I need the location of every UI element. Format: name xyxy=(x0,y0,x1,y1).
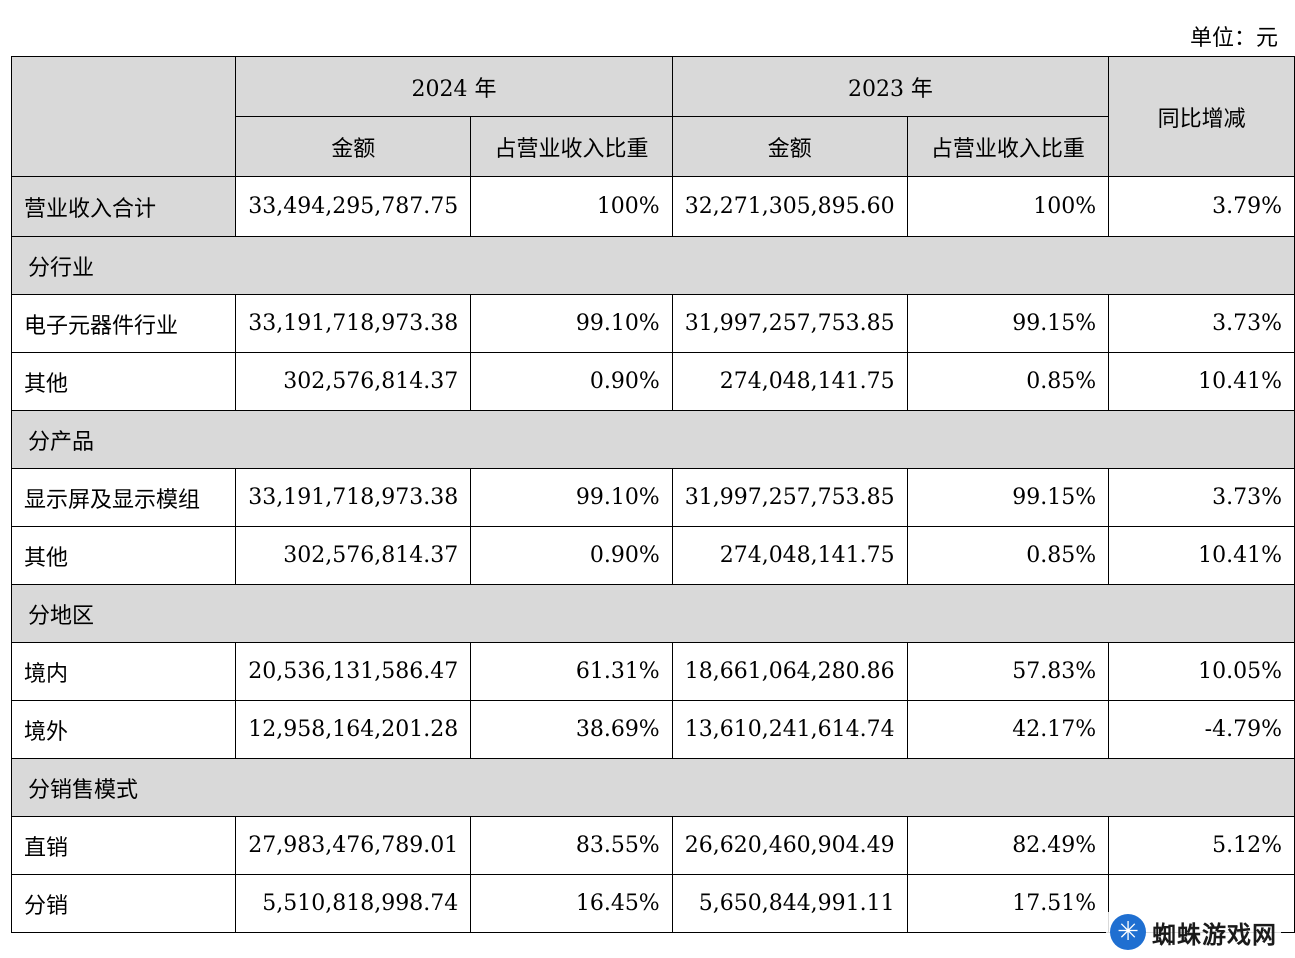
amount-2024-cell: 27,983,476,789.01 xyxy=(235,816,472,875)
yoy-cell: 5.12% xyxy=(1108,816,1295,875)
amount-2023-cell: 18,661,064,280.86 xyxy=(671,642,908,701)
section-title: 分销售模式 xyxy=(11,758,1295,817)
row-label: 显示屏及显示模组 xyxy=(10,468,237,527)
amount-2024-cell: 20,536,131,586.47 xyxy=(235,642,472,701)
share-2023-cell: 99.15% xyxy=(906,468,1110,527)
yoy-cell: 10.41% xyxy=(1108,526,1295,585)
yoy-cell: 10.41% xyxy=(1108,352,1295,411)
watermark-logo: ✳ 蜘蛛游戏网 xyxy=(1106,912,1281,952)
share-2024-cell: 83.55% xyxy=(470,816,673,875)
header-amount-2024: 金额 xyxy=(235,116,472,177)
revenue-breakdown-table: 2024 年 2023 年 同比增减 金额 占营业收入比重 金额 占营业收入比重… xyxy=(10,56,1295,933)
section-row-sales-mode: 分销售模式 xyxy=(11,758,1295,817)
amount-2024-cell: 33,494,295,787.75 xyxy=(235,176,472,237)
share-2023-cell: 57.83% xyxy=(906,642,1110,701)
row-label: 营业收入合计 xyxy=(10,176,237,237)
share-2023-cell: 0.85% xyxy=(906,526,1110,585)
table-row: 显示屏及显示模组 33,191,718,973.38 99.10% 31,997… xyxy=(10,468,1295,527)
amount-2023-cell: 26,620,460,904.49 xyxy=(671,816,908,875)
share-2024-cell: 100% xyxy=(470,176,673,237)
amount-2023-cell: 274,048,141.75 xyxy=(671,352,908,411)
row-label: 直销 xyxy=(10,816,237,875)
amount-2023-cell: 31,997,257,753.85 xyxy=(671,294,908,353)
amount-2024-cell: 302,576,814.37 xyxy=(235,352,472,411)
header-share-2024: 占营业收入比重 xyxy=(470,116,673,177)
watermark-text: 蜘蛛游戏网 xyxy=(1152,920,1277,949)
table-row: 电子元器件行业 33,191,718,973.38 99.10% 31,997,… xyxy=(10,294,1295,353)
share-2023-cell: 100% xyxy=(906,176,1110,237)
table-row: 境外 12,958,164,201.28 38.69% 13,610,241,6… xyxy=(10,700,1295,759)
table-row: 直销 27,983,476,789.01 83.55% 26,620,460,9… xyxy=(10,816,1295,875)
share-2024-cell: 38.69% xyxy=(470,700,673,759)
yoy-cell: 10.05% xyxy=(1108,642,1295,701)
unit-label: 单位：元 xyxy=(1189,26,1278,51)
share-2024-cell: 0.90% xyxy=(470,526,673,585)
share-2023-cell: 82.49% xyxy=(906,816,1110,875)
share-2023-cell: 17.51% xyxy=(906,874,1110,933)
amount-2023-cell: 274,048,141.75 xyxy=(671,526,908,585)
spider-snowflake-icon: ✳ xyxy=(1110,914,1146,950)
section-title: 分产品 xyxy=(11,410,1295,469)
amount-2024-cell: 5,510,818,998.74 xyxy=(235,874,472,933)
amount-2024-cell: 12,958,164,201.28 xyxy=(235,700,472,759)
table-row: 其他 302,576,814.37 0.90% 274,048,141.75 0… xyxy=(10,352,1295,411)
share-2023-cell: 42.17% xyxy=(906,700,1110,759)
header-yoy: 同比增减 xyxy=(1108,56,1295,177)
amount-2023-cell: 32,271,305,895.60 xyxy=(671,176,908,237)
table-row: 分销 5,510,818,998.74 16.45% 5,650,844,991… xyxy=(10,874,1295,933)
row-label: 境内 xyxy=(10,642,237,701)
table-row: 其他 302,576,814.37 0.90% 274,048,141.75 0… xyxy=(10,526,1295,585)
yoy-cell: 3.79% xyxy=(1108,176,1295,237)
header-year-2023: 2023 年 xyxy=(671,56,1110,117)
header-amount-2023: 金额 xyxy=(671,116,908,177)
section-title: 分地区 xyxy=(11,584,1295,643)
share-2024-cell: 16.45% xyxy=(470,874,673,933)
share-2024-cell: 99.10% xyxy=(470,294,673,353)
row-label: 分销 xyxy=(10,874,237,933)
yoy-cell: 3.73% xyxy=(1108,294,1295,353)
amount-2024-cell: 33,191,718,973.38 xyxy=(235,468,472,527)
share-2024-cell: 61.31% xyxy=(470,642,673,701)
row-label: 境外 xyxy=(10,700,237,759)
section-row-region: 分地区 xyxy=(11,584,1295,643)
amount-2023-cell: 5,650,844,991.11 xyxy=(671,874,908,933)
row-label: 电子元器件行业 xyxy=(10,294,237,353)
amount-2024-cell: 33,191,718,973.38 xyxy=(235,294,472,353)
share-2024-cell: 99.10% xyxy=(470,468,673,527)
yoy-cell: -4.79% xyxy=(1108,700,1295,759)
share-2024-cell: 0.90% xyxy=(470,352,673,411)
header-year-2024: 2024 年 xyxy=(235,56,673,117)
share-2023-cell: 0.85% xyxy=(906,352,1110,411)
header-blank-cell xyxy=(10,56,237,177)
amount-2023-cell: 31,997,257,753.85 xyxy=(671,468,908,527)
section-row-product: 分产品 xyxy=(11,410,1295,469)
row-label: 其他 xyxy=(10,352,237,411)
amount-2023-cell: 13,610,241,614.74 xyxy=(671,700,908,759)
yoy-cell: 3.73% xyxy=(1108,468,1295,527)
table-row-total: 营业收入合计 33,494,295,787.75 100% 32,271,305… xyxy=(10,176,1295,237)
header-share-2023: 占营业收入比重 xyxy=(906,116,1110,177)
section-row-industry: 分行业 xyxy=(11,236,1295,295)
share-2023-cell: 99.15% xyxy=(906,294,1110,353)
section-title: 分行业 xyxy=(11,236,1295,295)
row-label: 其他 xyxy=(10,526,237,585)
amount-2024-cell: 302,576,814.37 xyxy=(235,526,472,585)
table-row: 境内 20,536,131,586.47 61.31% 18,661,064,2… xyxy=(10,642,1295,701)
